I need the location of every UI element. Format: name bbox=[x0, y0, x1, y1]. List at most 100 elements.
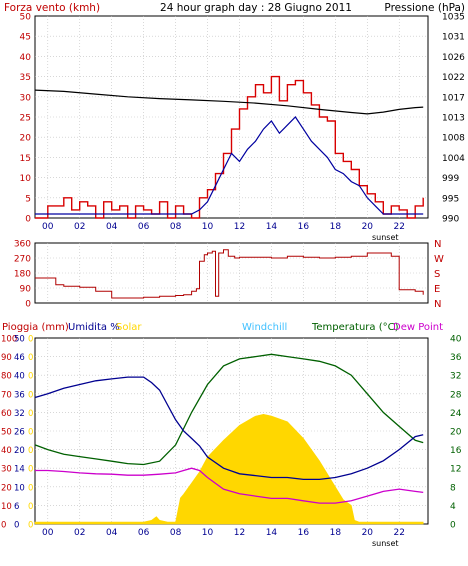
pressure-tick-1035: 1035 bbox=[442, 13, 465, 23]
x-tick-1-08: 08 bbox=[170, 528, 182, 538]
rain-tick-1: 10 bbox=[1, 502, 12, 512]
wind-tick-0: 0 bbox=[25, 215, 31, 225]
direction-tick-180: 180 bbox=[14, 270, 31, 280]
x-tick-1-16: 16 bbox=[298, 528, 310, 538]
x-tick-0-18: 18 bbox=[330, 222, 342, 232]
humidity-tick-2: 10 bbox=[14, 483, 25, 493]
solar-tick-0: 0 bbox=[28, 521, 33, 531]
graph-title: 24 hour graph day : 28 Giugno 2011 bbox=[160, 2, 352, 14]
solar-tick-3: 0 bbox=[28, 465, 33, 475]
humidity-axis-title: Umidita % bbox=[68, 322, 120, 333]
wind-axis-title: Forza vento (kmh) bbox=[4, 2, 100, 14]
sunset-label-weather: sunset bbox=[372, 539, 399, 548]
humidity-tick-0: 0 bbox=[14, 521, 19, 531]
pressure-tick-995: 995 bbox=[442, 194, 459, 204]
direction-tick-90: 90 bbox=[20, 285, 32, 295]
wind-tick-40: 40 bbox=[20, 53, 32, 63]
wind-tick-5: 5 bbox=[25, 194, 31, 204]
x-tick-1-22: 22 bbox=[394, 528, 405, 538]
x-tick-0-22: 22 bbox=[394, 222, 405, 232]
direction-tick-0: 0 bbox=[25, 300, 31, 310]
humidity-tick-10: 50 bbox=[14, 335, 25, 345]
wind-average-line bbox=[35, 116, 424, 215]
direction-tick-360: 360 bbox=[14, 240, 31, 250]
rain-tick-9: 90 bbox=[1, 353, 12, 363]
temperature-tick-6: 24 bbox=[450, 409, 462, 419]
humidity-tick-3: 14 bbox=[14, 465, 25, 475]
solar-tick-9: 0 bbox=[28, 353, 33, 363]
direction-tick-270: 270 bbox=[14, 255, 31, 265]
x-tick-0-02: 02 bbox=[74, 222, 85, 232]
temperature-tick-0: 0 bbox=[450, 521, 456, 531]
temperature-tick-2: 8 bbox=[450, 483, 456, 493]
temperature-tick-8: 32 bbox=[450, 372, 461, 382]
wind-tick-20: 20 bbox=[20, 134, 32, 144]
solar-tick-8: 0 bbox=[28, 372, 33, 382]
humidity-tick-1: 6 bbox=[14, 502, 19, 512]
solar-tick-2: 0 bbox=[28, 483, 33, 493]
wind-tick-15: 15 bbox=[20, 154, 31, 164]
direction-compass-1: E bbox=[434, 284, 440, 295]
dewpoint-legend: Dew Point bbox=[393, 322, 443, 333]
pressure-tick-1008: 1008 bbox=[442, 134, 465, 144]
temperature-tick-3: 12 bbox=[450, 465, 461, 475]
direction-compass-4: N bbox=[434, 239, 441, 250]
direction-compass-2: S bbox=[434, 269, 440, 280]
sunset-label-wind: sunset bbox=[372, 233, 399, 242]
x-tick-0-14: 14 bbox=[266, 222, 278, 232]
dewpoint-line bbox=[35, 467, 424, 504]
rain-tick-8: 80 bbox=[1, 372, 12, 382]
solar-tick-6: 0 bbox=[28, 409, 33, 419]
wind-tick-45: 45 bbox=[20, 33, 31, 43]
humidity-tick-7: 36 bbox=[14, 390, 25, 400]
pressure-axis-title: Pressione (hPa) bbox=[384, 2, 465, 14]
x-tick-0-12: 12 bbox=[234, 222, 245, 232]
humidity-tick-8: 40 bbox=[14, 372, 25, 382]
temperature-tick-1: 4 bbox=[450, 502, 456, 512]
humidity-line bbox=[34, 376, 424, 481]
rain-tick-0: 0 bbox=[1, 521, 6, 531]
wind-tick-35: 35 bbox=[20, 73, 31, 83]
solar-tick-5: 0 bbox=[28, 428, 33, 438]
x-tick-1-00: 00 bbox=[42, 528, 54, 538]
grid-lines bbox=[35, 16, 428, 524]
humidity-tick-6: 32 bbox=[14, 409, 25, 419]
rain-tick-3: 30 bbox=[1, 465, 12, 475]
wind-speed-line bbox=[35, 75, 424, 219]
solar-axis-title: Solar bbox=[116, 322, 142, 333]
humidity-tick-9: 46 bbox=[14, 353, 25, 363]
rain-tick-6: 60 bbox=[1, 409, 12, 419]
x-tick-0-00: 00 bbox=[42, 222, 54, 232]
pressure-tick-990: 990 bbox=[442, 215, 459, 225]
solar-tick-7: 0 bbox=[28, 390, 33, 400]
solar-tick-4: 0 bbox=[28, 446, 33, 456]
x-tick-1-20: 20 bbox=[362, 528, 374, 538]
temperature-tick-9: 36 bbox=[450, 353, 462, 363]
x-tick-1-18: 18 bbox=[330, 528, 342, 538]
rain-tick-5: 50 bbox=[1, 428, 12, 438]
rain-tick-10: 100 bbox=[1, 335, 17, 345]
series-lines bbox=[34, 75, 424, 504]
rain-axis-title: Pioggia (mm) bbox=[2, 322, 69, 333]
direction-compass-0: N bbox=[434, 299, 441, 310]
solar-radiation-area bbox=[34, 413, 424, 525]
rain-tick-7: 70 bbox=[1, 390, 12, 400]
x-tick-0-08: 08 bbox=[170, 222, 182, 232]
windchill-legend: Windchill bbox=[242, 322, 287, 333]
solar-tick-10: 0 bbox=[28, 335, 33, 345]
humidity-tick-4: 20 bbox=[14, 446, 25, 456]
solar-area bbox=[34, 413, 424, 525]
temperature-tick-10: 40 bbox=[450, 335, 462, 345]
pressure-line bbox=[34, 89, 424, 115]
x-tick-0-10: 10 bbox=[202, 222, 214, 232]
solar-tick-1: 0 bbox=[28, 502, 33, 512]
x-tick-0-16: 16 bbox=[298, 222, 310, 232]
pressure-tick-1004: 1004 bbox=[442, 154, 465, 164]
pressure-tick-1031: 1031 bbox=[442, 33, 465, 43]
rain-tick-2: 20 bbox=[1, 483, 12, 493]
wind-direction-line bbox=[35, 249, 424, 299]
x-tick-1-14: 14 bbox=[266, 528, 278, 538]
temperature-tick-4: 16 bbox=[450, 446, 462, 456]
